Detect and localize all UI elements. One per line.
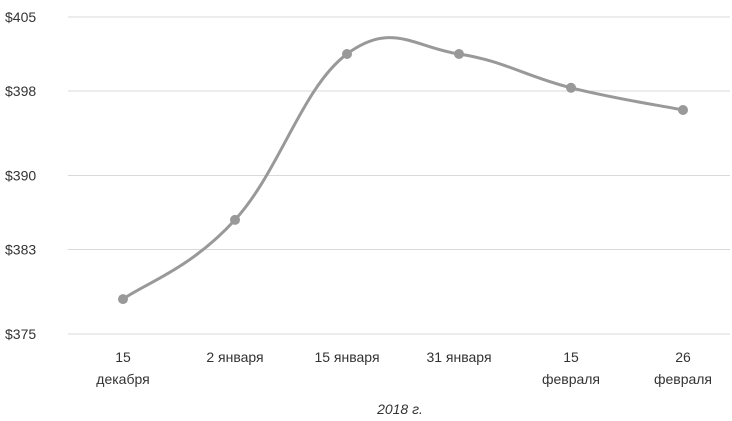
x-tick-label: 2 января <box>206 349 263 365</box>
y-tick-label: $383 <box>5 241 36 257</box>
data-point <box>342 48 352 59</box>
y-tick-label: $398 <box>5 83 36 99</box>
series-line <box>121 36 685 301</box>
data-points <box>118 48 688 305</box>
x-axis-title: 2018 г. <box>376 401 423 417</box>
x-tick-label: 31 января <box>426 349 491 365</box>
data-point <box>118 294 128 305</box>
x-tick-label: 15 декабря <box>96 349 149 387</box>
data-point <box>678 104 688 115</box>
x-tick-label: 15 февраля <box>542 349 600 387</box>
data-point <box>454 48 464 59</box>
data-point <box>566 82 576 93</box>
x-tick-label: 26 февраля <box>654 349 712 387</box>
y-tick-label: $375 <box>5 326 36 342</box>
x-axis-ticks: 15 декабря 2 января 15 января 31 января 15 фев… <box>96 349 712 387</box>
y-axis-ticks: $375 $383 $390 $398 $405 <box>5 9 36 342</box>
gridlines <box>68 16 730 335</box>
data-point <box>230 214 240 225</box>
y-tick-label: $405 <box>5 9 36 25</box>
x-tick-label: 15 января <box>314 349 379 365</box>
y-tick-label: $390 <box>5 168 36 184</box>
